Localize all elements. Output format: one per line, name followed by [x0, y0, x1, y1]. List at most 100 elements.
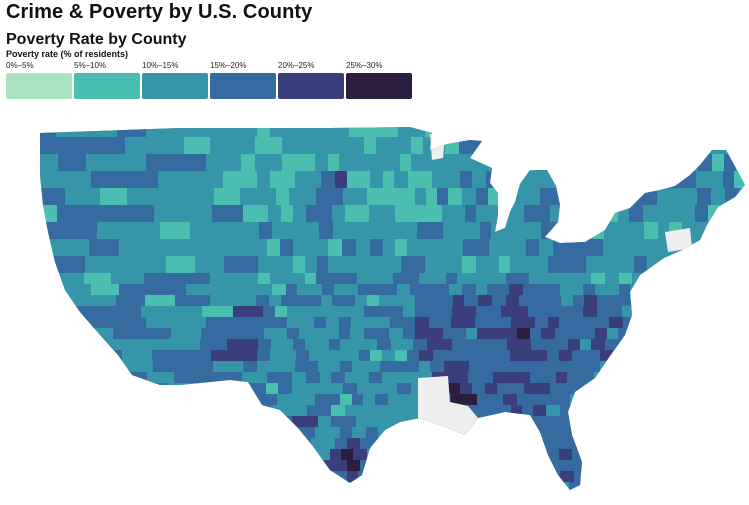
county-cell: [612, 361, 626, 373]
county-cell: [185, 405, 215, 417]
county-cell: [677, 471, 692, 483]
county-cell: [281, 205, 294, 223]
county-cell: [375, 154, 389, 172]
county-cell: [672, 295, 685, 307]
county-cell: [592, 493, 607, 505]
county-cell: [580, 372, 595, 384]
county-cell: [120, 205, 155, 223]
county-cell: [616, 127, 631, 138]
county-cell: [414, 256, 426, 274]
county-cell: [477, 328, 492, 340]
county-cell: [632, 273, 647, 285]
county-cell: [389, 306, 404, 318]
county-cell: [459, 350, 471, 362]
county-cell: [626, 427, 638, 439]
county-cell: [519, 482, 533, 490]
county-cell: [394, 171, 409, 189]
county-cell: [40, 306, 58, 318]
county-cell: [691, 394, 706, 406]
county-cell: [501, 306, 516, 318]
county-cell: [643, 205, 657, 223]
county-cell: [537, 471, 549, 483]
county-cell: [555, 273, 569, 285]
county-cell: [40, 394, 58, 406]
county-cell: [745, 372, 749, 384]
county-cell: [307, 471, 321, 483]
county-cell: [429, 317, 441, 329]
county-cell: [609, 154, 622, 172]
county-cell: [600, 361, 613, 373]
county-cell: [329, 361, 341, 373]
county-cell: [536, 171, 548, 189]
county-cell: [698, 154, 713, 172]
county-cell: [40, 350, 61, 362]
county-cell: [323, 438, 336, 450]
county-cell: [256, 438, 271, 450]
county-cell: [361, 127, 376, 138]
county-cell: [489, 394, 504, 406]
county-cell: [40, 471, 58, 483]
county-cell: [703, 416, 718, 428]
county-cell: [208, 239, 243, 257]
county-cell: [464, 394, 478, 406]
county-cell: [728, 416, 742, 428]
county-cell: [451, 317, 465, 329]
county-cell: [522, 405, 534, 417]
county-cell: [488, 438, 501, 450]
county-cell: [350, 154, 362, 172]
county-cell: [282, 137, 295, 155]
county-cell: [702, 328, 714, 340]
county-cell: [445, 137, 460, 155]
county-cell: [384, 405, 399, 417]
county-cell: [343, 188, 355, 206]
county-cell: [510, 256, 522, 274]
county-cell: [195, 383, 226, 395]
county-cell: [546, 493, 558, 505]
county-cell: [444, 361, 456, 373]
county-cell: [40, 239, 58, 257]
county-cell: [393, 273, 407, 285]
county-cell: [383, 383, 398, 395]
county-cell: [114, 306, 142, 318]
county-cell: [516, 188, 530, 206]
county-cell: [535, 256, 549, 274]
county-cell: [390, 256, 402, 274]
county-cell: [404, 295, 416, 307]
county-cell: [605, 416, 617, 428]
county-cell: [685, 405, 699, 417]
county-cell: [370, 284, 384, 296]
county-cell: [212, 460, 239, 472]
county-cell: [318, 361, 330, 373]
county-cell: [462, 188, 477, 206]
county-cell: [723, 171, 735, 189]
county-cell: [665, 339, 678, 351]
county-cell: [275, 306, 288, 318]
county-cell: [562, 427, 577, 439]
county-cell: [186, 284, 213, 296]
county-cell: [537, 137, 552, 155]
county-cell: [384, 460, 397, 472]
county-cell: [211, 350, 247, 362]
county-cell: [584, 449, 598, 461]
county-cell: [728, 394, 741, 406]
county-cell: [518, 372, 531, 384]
county-cell: [160, 222, 191, 240]
county-cell: [398, 438, 412, 450]
county-cell: [40, 188, 66, 206]
county-cell: [282, 471, 295, 483]
county-cell: [326, 317, 340, 329]
county-cell: [467, 460, 479, 472]
county-cell: [643, 394, 657, 406]
county-cell: [625, 438, 639, 450]
county-cell: [512, 137, 527, 155]
county-cell: [419, 460, 432, 472]
county-cell: [477, 394, 490, 406]
county-cell: [214, 493, 243, 505]
county-cell: [694, 222, 709, 240]
county-cell: [158, 171, 190, 189]
county-cell: [117, 127, 147, 138]
county-cell: [373, 405, 385, 417]
county-cell: [655, 171, 670, 189]
county-cell: [293, 239, 306, 257]
county-cell: [561, 460, 573, 472]
